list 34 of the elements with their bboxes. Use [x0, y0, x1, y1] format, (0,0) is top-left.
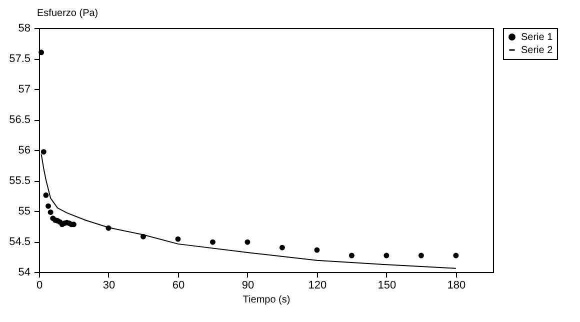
x-tick-label: 180 [447, 280, 466, 292]
point [43, 192, 49, 198]
point [48, 209, 54, 215]
point [175, 236, 181, 242]
y-tick-label: 55.5 [9, 175, 30, 187]
y-tick-label: 54.5 [9, 236, 30, 248]
point [46, 203, 52, 209]
x-tick-label: 90 [242, 280, 254, 292]
point [314, 247, 320, 253]
point [210, 239, 216, 245]
y-tick-label: 57.5 [9, 53, 30, 65]
point [418, 252, 424, 258]
legend-label: Serie 2 [521, 45, 554, 56]
y-axis-title: Esfuerzo (Pa) [37, 8, 98, 19]
point [244, 239, 250, 245]
x-axis-title: Tiempo (s) [242, 294, 290, 306]
y-tick-label: 54 [18, 266, 30, 278]
x-tick-label: 60 [172, 280, 185, 292]
y-tick-label: 57 [18, 84, 30, 96]
legend-label: Serie 1 [521, 32, 554, 43]
y-tick-label: 56 [18, 144, 30, 156]
point [348, 252, 354, 258]
y-tick-label: 55 [18, 206, 30, 218]
x-tick-label: 150 [378, 280, 396, 292]
point [40, 149, 46, 155]
x-tick-label: 30 [102, 280, 116, 292]
point [384, 252, 390, 258]
point [38, 50, 44, 56]
x-tick-label: 0 [36, 280, 43, 292]
x-tick-label: 120 [308, 280, 327, 292]
point [453, 252, 459, 258]
y-tick-label: 56.5 [9, 114, 30, 126]
point [279, 244, 285, 250]
y-tick-label: 58 [18, 22, 30, 34]
